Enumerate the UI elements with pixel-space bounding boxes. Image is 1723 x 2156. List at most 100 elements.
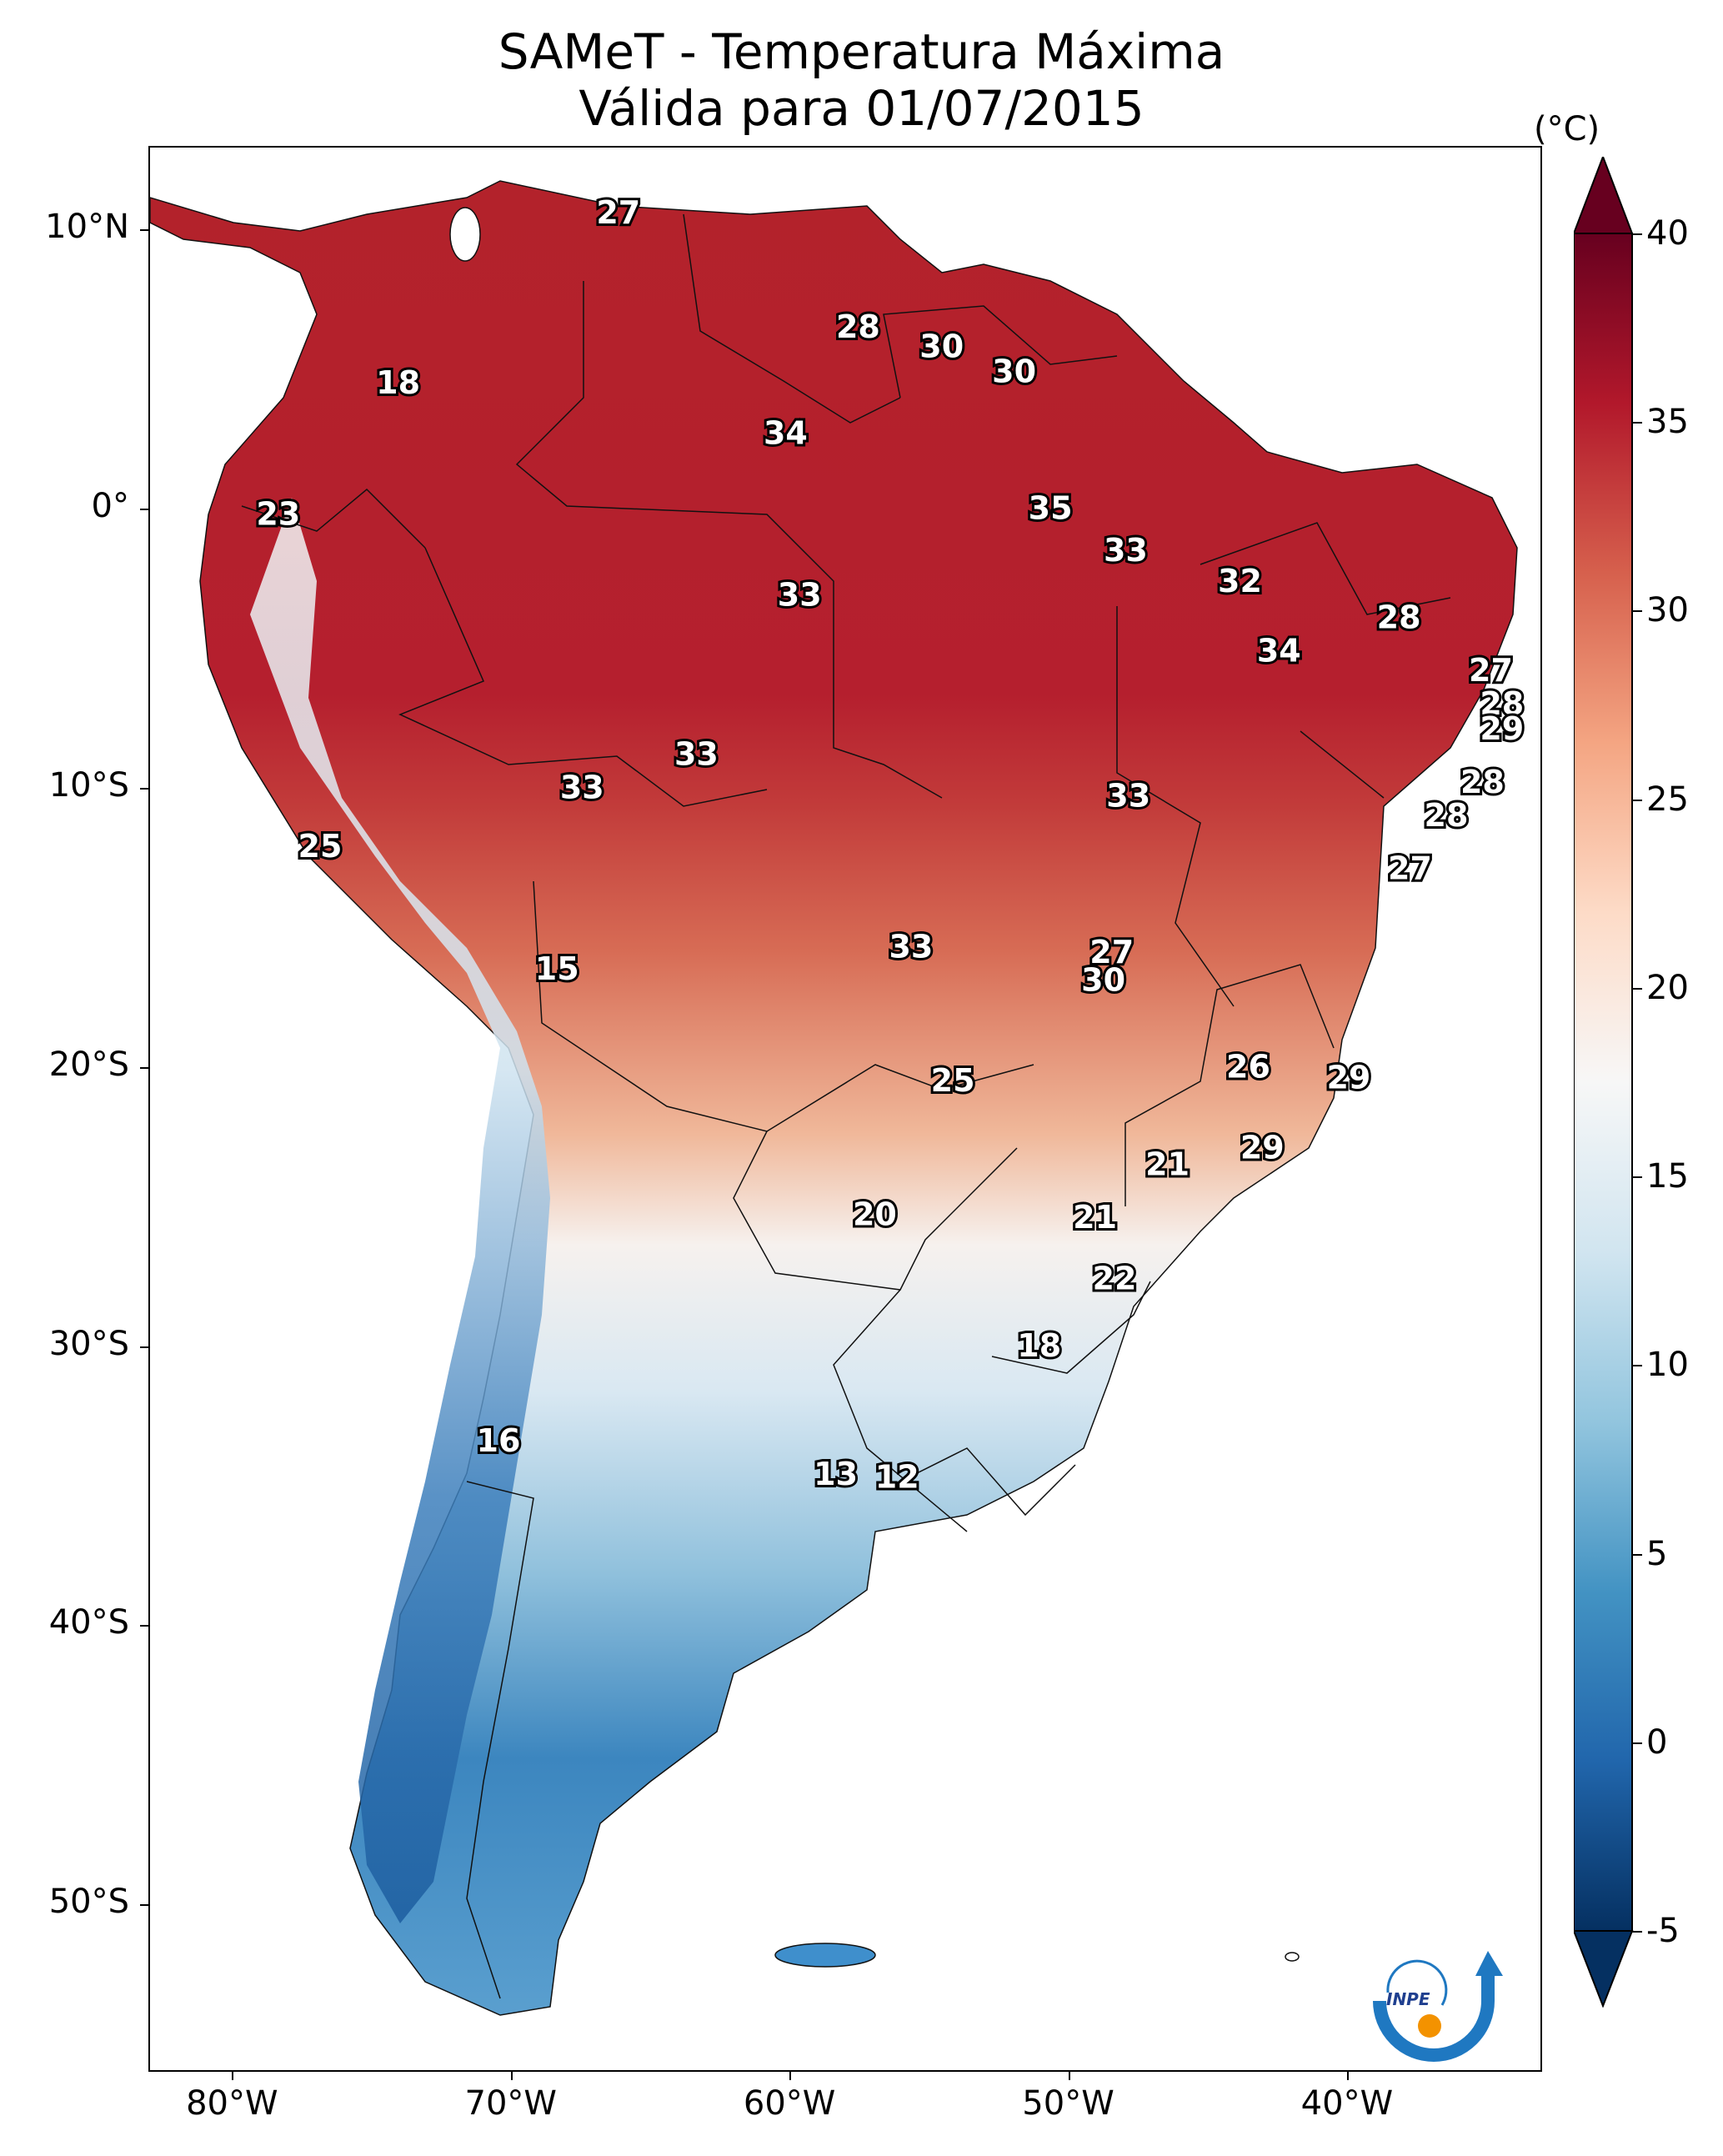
longitude-tick-label: 60°W (743, 2084, 836, 2123)
temperature-label: 30 (1081, 962, 1125, 999)
temperature-label: 33 (778, 577, 822, 614)
latitude-tick-label: 0° (91, 487, 129, 526)
longitude-tick-mark (789, 2072, 792, 2080)
temperature-label: 33 (1106, 778, 1150, 815)
temperature-label: 29 (1480, 710, 1524, 747)
colorbar-tick-label: 5 (1646, 1534, 1668, 1573)
colorbar-tick-mark (1632, 1931, 1642, 1933)
temperature-label: 28 (836, 308, 880, 345)
temperature-label: 27 (1388, 850, 1432, 887)
colorbar-tick-label: 40 (1646, 214, 1689, 253)
longitude-tick-mark (1346, 2072, 1349, 2080)
temperature-label: 22 (1093, 1261, 1137, 1297)
longitude-tick-label: 70°W (464, 2084, 557, 2123)
temperature-label: 30 (992, 353, 1036, 390)
latitude-tick-label: 10°S (48, 766, 129, 805)
temperature-label: 35 (1029, 490, 1073, 527)
latitude-tick-mark (140, 788, 148, 790)
colorbar-tick-mark (1632, 1365, 1642, 1367)
colorbar-tick-mark (1632, 799, 1642, 801)
colorbar-tick-mark (1632, 233, 1642, 235)
colorbar-body (1574, 233, 1633, 1932)
inpe-logo: INPE (1373, 1951, 1503, 2062)
colorbar-tick-mark (1632, 1553, 1642, 1556)
colorbar-tick-label: 35 (1646, 403, 1689, 442)
latitude-tick-mark (140, 1904, 148, 1907)
temperature-label: 25 (298, 828, 343, 865)
colorbar-tick-label: 0 (1646, 1722, 1668, 1762)
longitude-tick-label: 40°W (1300, 2084, 1394, 2123)
temperature-label: 27 (1469, 652, 1513, 689)
temperature-label: 27 (596, 194, 640, 231)
temperature-label: 13 (814, 1456, 858, 1492)
colorbar-top-arrow (1574, 157, 1634, 234)
colorbar-tick-label: 30 (1646, 591, 1689, 630)
colorbar-bottom-arrow (1574, 1930, 1634, 2008)
south-america-landmass (150, 180, 1518, 2016)
colorbar-tick-label: 10 (1646, 1346, 1689, 1385)
islands-small (1285, 1952, 1300, 1962)
latitude-tick-label: 30°S (48, 1324, 129, 1363)
temperature-label: 29 (1240, 1129, 1285, 1166)
latitude-tick-mark (140, 509, 148, 511)
temperature-label: 25 (931, 1062, 975, 1099)
longitude-tick-mark (1068, 2072, 1070, 2080)
colorbar-tick-mark (1632, 1742, 1642, 1744)
logo-dot (1418, 2014, 1441, 2038)
logo-arrow-icon (1475, 1951, 1503, 1976)
latitude-tick-label: 40°S (48, 1603, 129, 1642)
colorbar (1574, 157, 1634, 2008)
temperature-label: 34 (764, 414, 808, 451)
map-panel: 27 28 30 30 18 34 23 35 33 32 33 28 34 27 28 29 33 33 33 28… (148, 146, 1542, 2072)
temperature-label: 28 (1460, 764, 1505, 800)
temperature-label: 34 (1257, 633, 1301, 669)
colorbar-unit: (°C) (1534, 110, 1600, 148)
temperature-label: 23 (256, 495, 300, 532)
temperature-label: 21 (1073, 1199, 1117, 1236)
longitude-tick-mark (232, 2072, 234, 2080)
longitude-tick-label: 50°W (1022, 2084, 1114, 2123)
temperature-label: 28 (1377, 599, 1421, 635)
temperature-label: 28 (1480, 685, 1524, 722)
temperature-label: 33 (674, 735, 719, 772)
temperature-label: 18 (376, 364, 420, 401)
temperature-label: 27 (1089, 934, 1134, 970)
temperature-label: 28 (1425, 797, 1469, 834)
colorbar-tick-mark (1632, 987, 1642, 990)
latitude-tick-label: 50°S (48, 1883, 129, 1922)
colorbar-tick-mark (1632, 610, 1642, 613)
colorbar-tick-mark (1632, 422, 1642, 424)
temperature-label: 29 (1326, 1060, 1370, 1096)
temperature-label: 33 (560, 770, 604, 806)
latitude-tick-mark (140, 229, 148, 232)
temperature-label: 26 (1226, 1048, 1270, 1085)
map-subtitle-date: Válida para 01/07/2015 (579, 80, 1144, 137)
temperature-label: 16 (477, 1422, 521, 1459)
logo-loop (1386, 1959, 1448, 2006)
latitude-tick-label: 10°N (45, 208, 129, 247)
colorbar-tick-label: 15 (1646, 1157, 1689, 1196)
logo-text: INPE (1386, 1989, 1430, 2009)
temperature-label: 33 (1104, 532, 1148, 569)
temperature-label: 12 (875, 1458, 919, 1495)
colorbar-tick-label: -5 (1646, 1912, 1680, 1950)
andes-cold-band (250, 498, 550, 1923)
longitude-tick-mark (510, 2072, 513, 2080)
temperature-label: 33 (889, 928, 933, 965)
country-borders (241, 213, 1451, 1999)
temperature-label: 15 (535, 950, 579, 987)
latitude-tick-label: 20°S (48, 1045, 129, 1084)
colorbar-tick-label: 20 (1646, 968, 1689, 1007)
temperature-label: 32 (1218, 563, 1262, 599)
falklands-islands (774, 1943, 876, 1968)
latitude-tick-mark (140, 1346, 148, 1348)
map-title: SAMeT - Temperatura Máxima (498, 23, 1225, 80)
logo-orbit-arc (1373, 1972, 1495, 2062)
temperature-label: 30 (919, 328, 964, 365)
colorbar-tick-label: 25 (1646, 780, 1689, 819)
temperature-label: 20 (853, 1196, 897, 1233)
temperature-label: 18 (1017, 1327, 1061, 1364)
latitude-tick-mark (140, 1625, 148, 1627)
